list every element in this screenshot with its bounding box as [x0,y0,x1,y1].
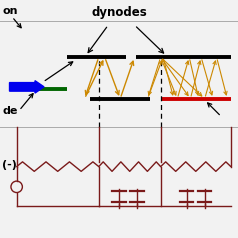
Text: on: on [2,6,18,16]
Text: de: de [2,106,18,116]
Text: (-): (-) [2,160,17,170]
Text: dynodes: dynodes [91,6,147,19]
FancyArrow shape [10,81,44,93]
